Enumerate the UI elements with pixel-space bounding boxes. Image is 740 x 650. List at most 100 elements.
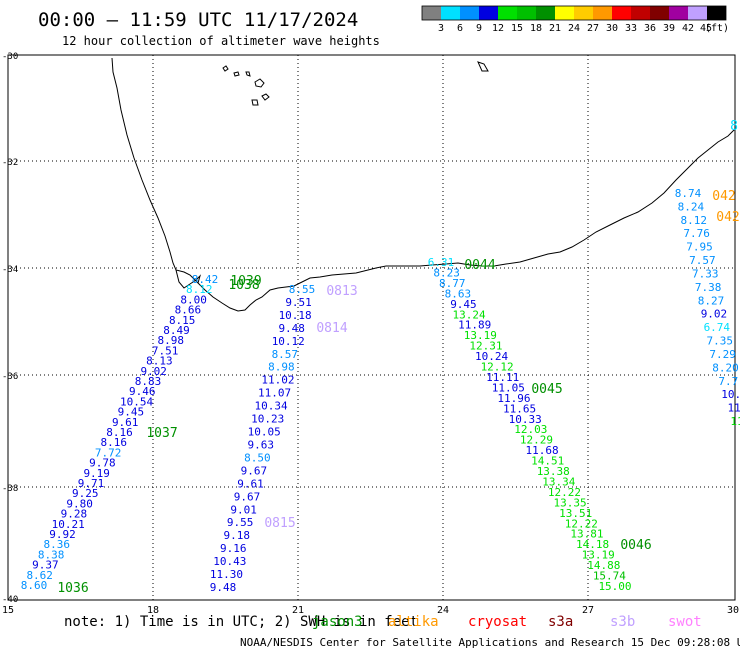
wave-height-value: 8.20 (712, 361, 739, 374)
wave-height-value: 13.35 (554, 496, 587, 509)
colorbar-swatch (460, 6, 479, 20)
wave-height-value: 11 (730, 415, 740, 428)
wave-height-value: 9.92 (49, 528, 76, 541)
wave-height-value: 9.78 (89, 457, 116, 470)
wave-height-value: 7.76 (683, 227, 710, 240)
colorbar-swatch (631, 6, 650, 20)
lon-label: 27 (582, 605, 594, 616)
wave-height-value: 7.57 (689, 254, 716, 267)
wave-height-value: 9.80 (66, 497, 93, 510)
colorbar-swatch (441, 6, 460, 20)
wave-height-value: 11 (727, 402, 740, 415)
island (477, 61, 489, 72)
wave-height-value: 8.38 (38, 548, 65, 561)
wave-height-value: 12.12 (481, 361, 514, 374)
wave-height-value: 14.88 (587, 559, 620, 572)
wave-height-value: 9.02 (140, 365, 167, 378)
color-legend: 3 6 9 12 15 18 21 24 27 30 33 36 39 42 45 (421, 5, 727, 34)
wave-height-value: 8.50 (244, 451, 271, 464)
colorbar-label: 33 (625, 23, 637, 34)
colorbar-label: 27 (587, 23, 599, 34)
pass-time-label: 0046 (620, 538, 651, 553)
wave-height-value: 12.22 (548, 486, 581, 499)
pass-time-label: 042 (716, 210, 739, 225)
pass-time-label: 8. (730, 119, 740, 134)
wave-height-value: 7.72 (95, 446, 122, 459)
satellite-legend-item: swot (668, 614, 702, 630)
island (254, 78, 265, 88)
wave-height-value: 11.07 (258, 387, 291, 400)
wave-height-value: 10. (721, 388, 740, 401)
colorbar-label: 21 (549, 23, 561, 34)
wave-height-value: 12.31 (469, 340, 502, 353)
wave-height-value: 8.77 (439, 277, 466, 290)
pass-time-label: 0815 (264, 516, 295, 531)
wave-height-value: 9.18 (223, 529, 250, 542)
wave-height-value: 9.51 (285, 296, 312, 309)
plot-frame (7, 54, 736, 601)
wave-height-value: 14.51 (531, 455, 564, 468)
wave-height-value: 9.45 (450, 298, 477, 311)
lon-label: 18 (147, 605, 159, 616)
wave-height-value: 10.05 (248, 426, 281, 439)
colorbar-swatch (688, 6, 707, 20)
wave-height-value: 13.81 (570, 528, 603, 541)
wave-height-value: 8.15 (169, 314, 196, 327)
wave-height-value: 8.36 (44, 538, 71, 551)
lon-label: 24 (437, 605, 449, 616)
wave-height-value: 15.00 (598, 580, 631, 593)
wave-height-value: 8.62 (26, 569, 53, 582)
coastline (111, 57, 737, 312)
pass-time-label: 0813 (326, 284, 357, 299)
colorbar-swatch (593, 6, 612, 20)
wave-height-value: 10.33 (509, 413, 542, 426)
footer-credit: NOAA/NESDIS Center for Satellite Applica… (240, 636, 740, 649)
colorbar-outline (421, 5, 727, 21)
lat-label: -36 (2, 372, 18, 382)
lon-label: 30 (727, 605, 739, 616)
wave-height-value: 8.98 (268, 361, 295, 374)
wave-height-value: 12.29 (520, 434, 553, 447)
wave-height-value: 8.83 (135, 375, 162, 388)
wave-height-value: 9.25 (72, 487, 99, 500)
wave-height-value: 8.57 (272, 348, 299, 361)
pass-time-label: 0045 (531, 382, 562, 397)
wave-height-value: 9.16 (220, 542, 247, 555)
wave-height-value: 9.67 (241, 464, 268, 477)
wave-height-value: 10.12 (272, 335, 305, 348)
wave-height-value: 9.45 (118, 406, 145, 419)
colorbar-label: 42 (682, 23, 694, 34)
wave-height-value: 9.01 (230, 503, 257, 516)
colorbar-swatch (498, 6, 517, 20)
wave-height-value: 8.24 (678, 200, 705, 213)
wave-height-value: 8.16 (101, 436, 128, 449)
wave-height-value: 11.68 (525, 444, 558, 457)
wave-height-value: 9.19 (83, 467, 110, 480)
satellite-legend-item: s3b (610, 614, 635, 630)
wave-height-value: 7.95 (686, 241, 713, 254)
colorbar-label: 39 (663, 23, 675, 34)
wave-height-value: 7.29 (709, 348, 736, 361)
wave-height-value: 8.74 (675, 187, 702, 200)
colorbar-swatch (479, 6, 498, 20)
wave-height-value: 13.19 (582, 549, 615, 562)
satellite-legend-item: jason3 (312, 614, 363, 630)
colorbar-swatch (650, 6, 669, 20)
lat-label: -40 (2, 595, 18, 605)
wave-height-value: 11.11 (486, 371, 519, 384)
wave-height-value: 11.30 (210, 568, 243, 581)
wave-height-value: 11.96 (497, 392, 530, 405)
wave-height-value: 8.98 (158, 334, 185, 347)
wave-height-value: 9.55 (227, 516, 254, 529)
wave-height-value: 8.13 (146, 355, 173, 368)
map-title: 00:00 – 11:59 UTC 11/17/2024 (38, 9, 358, 31)
colorbar-swatch (669, 6, 688, 20)
wave-height-value: 11.05 (492, 381, 525, 394)
colorbar-label: 15 (511, 23, 523, 34)
pass-time-label: 0814 (316, 321, 347, 336)
wave-height-value: 10.21 (52, 518, 85, 531)
wave-height-value: 8.00 (180, 293, 207, 306)
wave-height-value: 12.22 (565, 517, 598, 530)
